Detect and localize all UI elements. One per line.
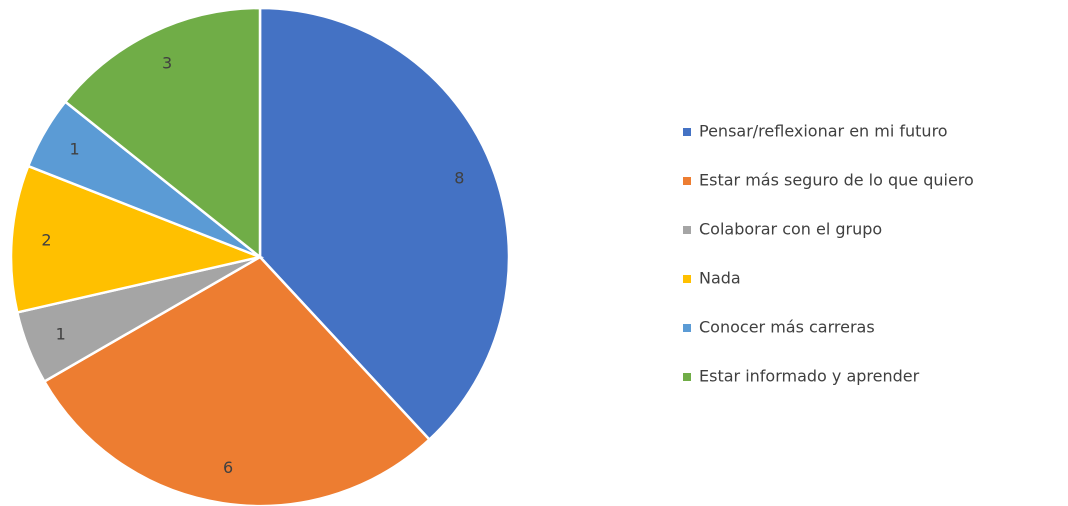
data-label: 2 [41,230,51,249]
legend-swatch [683,275,691,283]
legend-swatch [683,226,691,234]
data-label: 3 [162,54,172,73]
pie-slice [42,255,432,506]
pie-slice [63,6,262,260]
data-label: 1 [56,325,66,344]
legend-swatch [683,324,691,332]
legend-swatch [683,177,691,185]
pie-slice [258,6,511,442]
legend-label: Colaborar con el grupo [699,220,882,239]
legend-label: Pensar/reflexionar en mi futuro [699,122,948,141]
data-label: 6 [223,458,233,477]
data-label: 1 [69,139,79,158]
legend-swatch [683,373,691,381]
legend-swatch [683,128,691,136]
legend-label: Nada [699,269,741,288]
data-label: 8 [454,168,464,187]
legend-label: Estar informado y aprender [699,367,920,386]
legend-label: Conocer más carreras [699,318,875,337]
pie-slice [9,164,265,314]
legend-label: Estar más seguro de lo que quiero [699,171,974,190]
